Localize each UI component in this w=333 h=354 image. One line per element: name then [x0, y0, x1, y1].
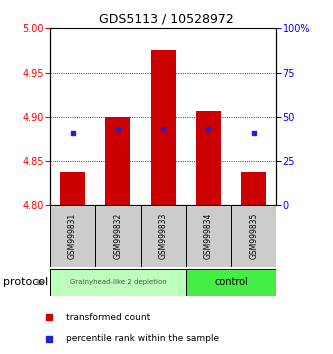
Bar — [50, 269, 186, 296]
Text: protocol: protocol — [3, 277, 49, 287]
Bar — [231, 205, 276, 267]
Text: transformed count: transformed count — [66, 313, 150, 322]
Bar — [60, 172, 85, 205]
Bar — [196, 110, 221, 205]
Text: GSM999833: GSM999833 — [159, 213, 168, 259]
Bar — [50, 205, 95, 267]
Text: control: control — [214, 277, 248, 287]
Bar — [95, 205, 141, 267]
Bar — [141, 205, 186, 267]
Text: GDS5113 / 10528972: GDS5113 / 10528972 — [99, 12, 234, 25]
Text: GSM999834: GSM999834 — [204, 213, 213, 259]
Text: GSM999831: GSM999831 — [68, 213, 77, 259]
Bar — [106, 117, 130, 205]
Bar — [186, 205, 231, 267]
Bar — [186, 269, 276, 296]
Text: Grainyhead-like 2 depletion: Grainyhead-like 2 depletion — [70, 279, 166, 285]
Bar — [151, 51, 175, 205]
Text: GSM999835: GSM999835 — [249, 213, 258, 259]
Text: percentile rank within the sample: percentile rank within the sample — [66, 335, 219, 343]
Bar — [241, 172, 266, 205]
Text: GSM999832: GSM999832 — [113, 213, 123, 259]
